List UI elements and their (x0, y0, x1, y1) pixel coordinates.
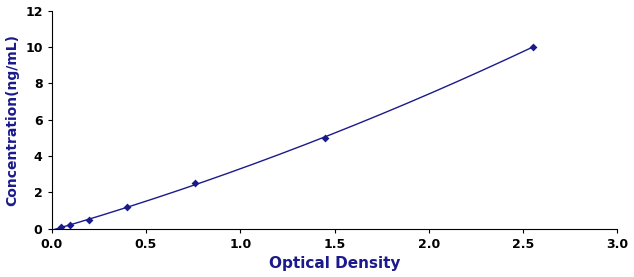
Point (190, 181, 200, 186)
Point (122, 205, 132, 209)
Point (320, 136, 330, 140)
X-axis label: Optical Density: Optical Density (269, 257, 400, 271)
Point (527, 45, 538, 49)
Point (55, 225, 65, 230)
Point (84, 217, 94, 222)
Y-axis label: Concentration(ng/mL): Concentration(ng/mL) (6, 34, 20, 206)
Point (65, 223, 75, 227)
